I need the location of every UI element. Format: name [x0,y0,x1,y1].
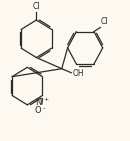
Text: N: N [35,98,41,107]
Text: Cl: Cl [33,2,40,11]
Text: Cl: Cl [101,17,109,26]
Text: O: O [34,106,41,115]
Text: -: - [43,105,46,112]
Text: +: + [43,97,48,102]
Text: OH: OH [72,69,84,78]
